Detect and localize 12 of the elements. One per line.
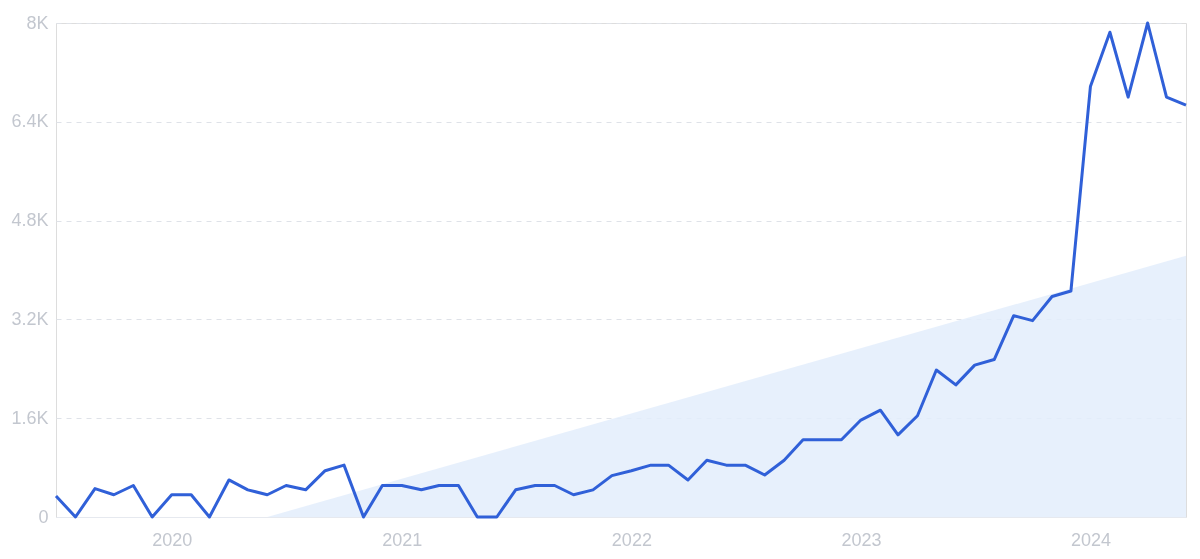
y-tick-label: 8K — [26, 12, 49, 33]
y-tick-label: 3.2K — [11, 308, 49, 329]
y-tick-label: 4.8K — [11, 210, 49, 231]
x-tick-label: 2022 — [611, 529, 652, 550]
x-tick-label: 2020 — [152, 529, 193, 550]
line-series — [54, 21, 1188, 519]
x-tick-label: 2024 — [1070, 529, 1111, 550]
x-tick-label: 2021 — [382, 529, 423, 550]
y-tick-label: 0 — [38, 506, 49, 527]
x-tick-label: 2023 — [841, 529, 882, 550]
y-tick-label: 6.4K — [11, 111, 49, 132]
y-tick-label: 1.6K — [11, 407, 49, 428]
